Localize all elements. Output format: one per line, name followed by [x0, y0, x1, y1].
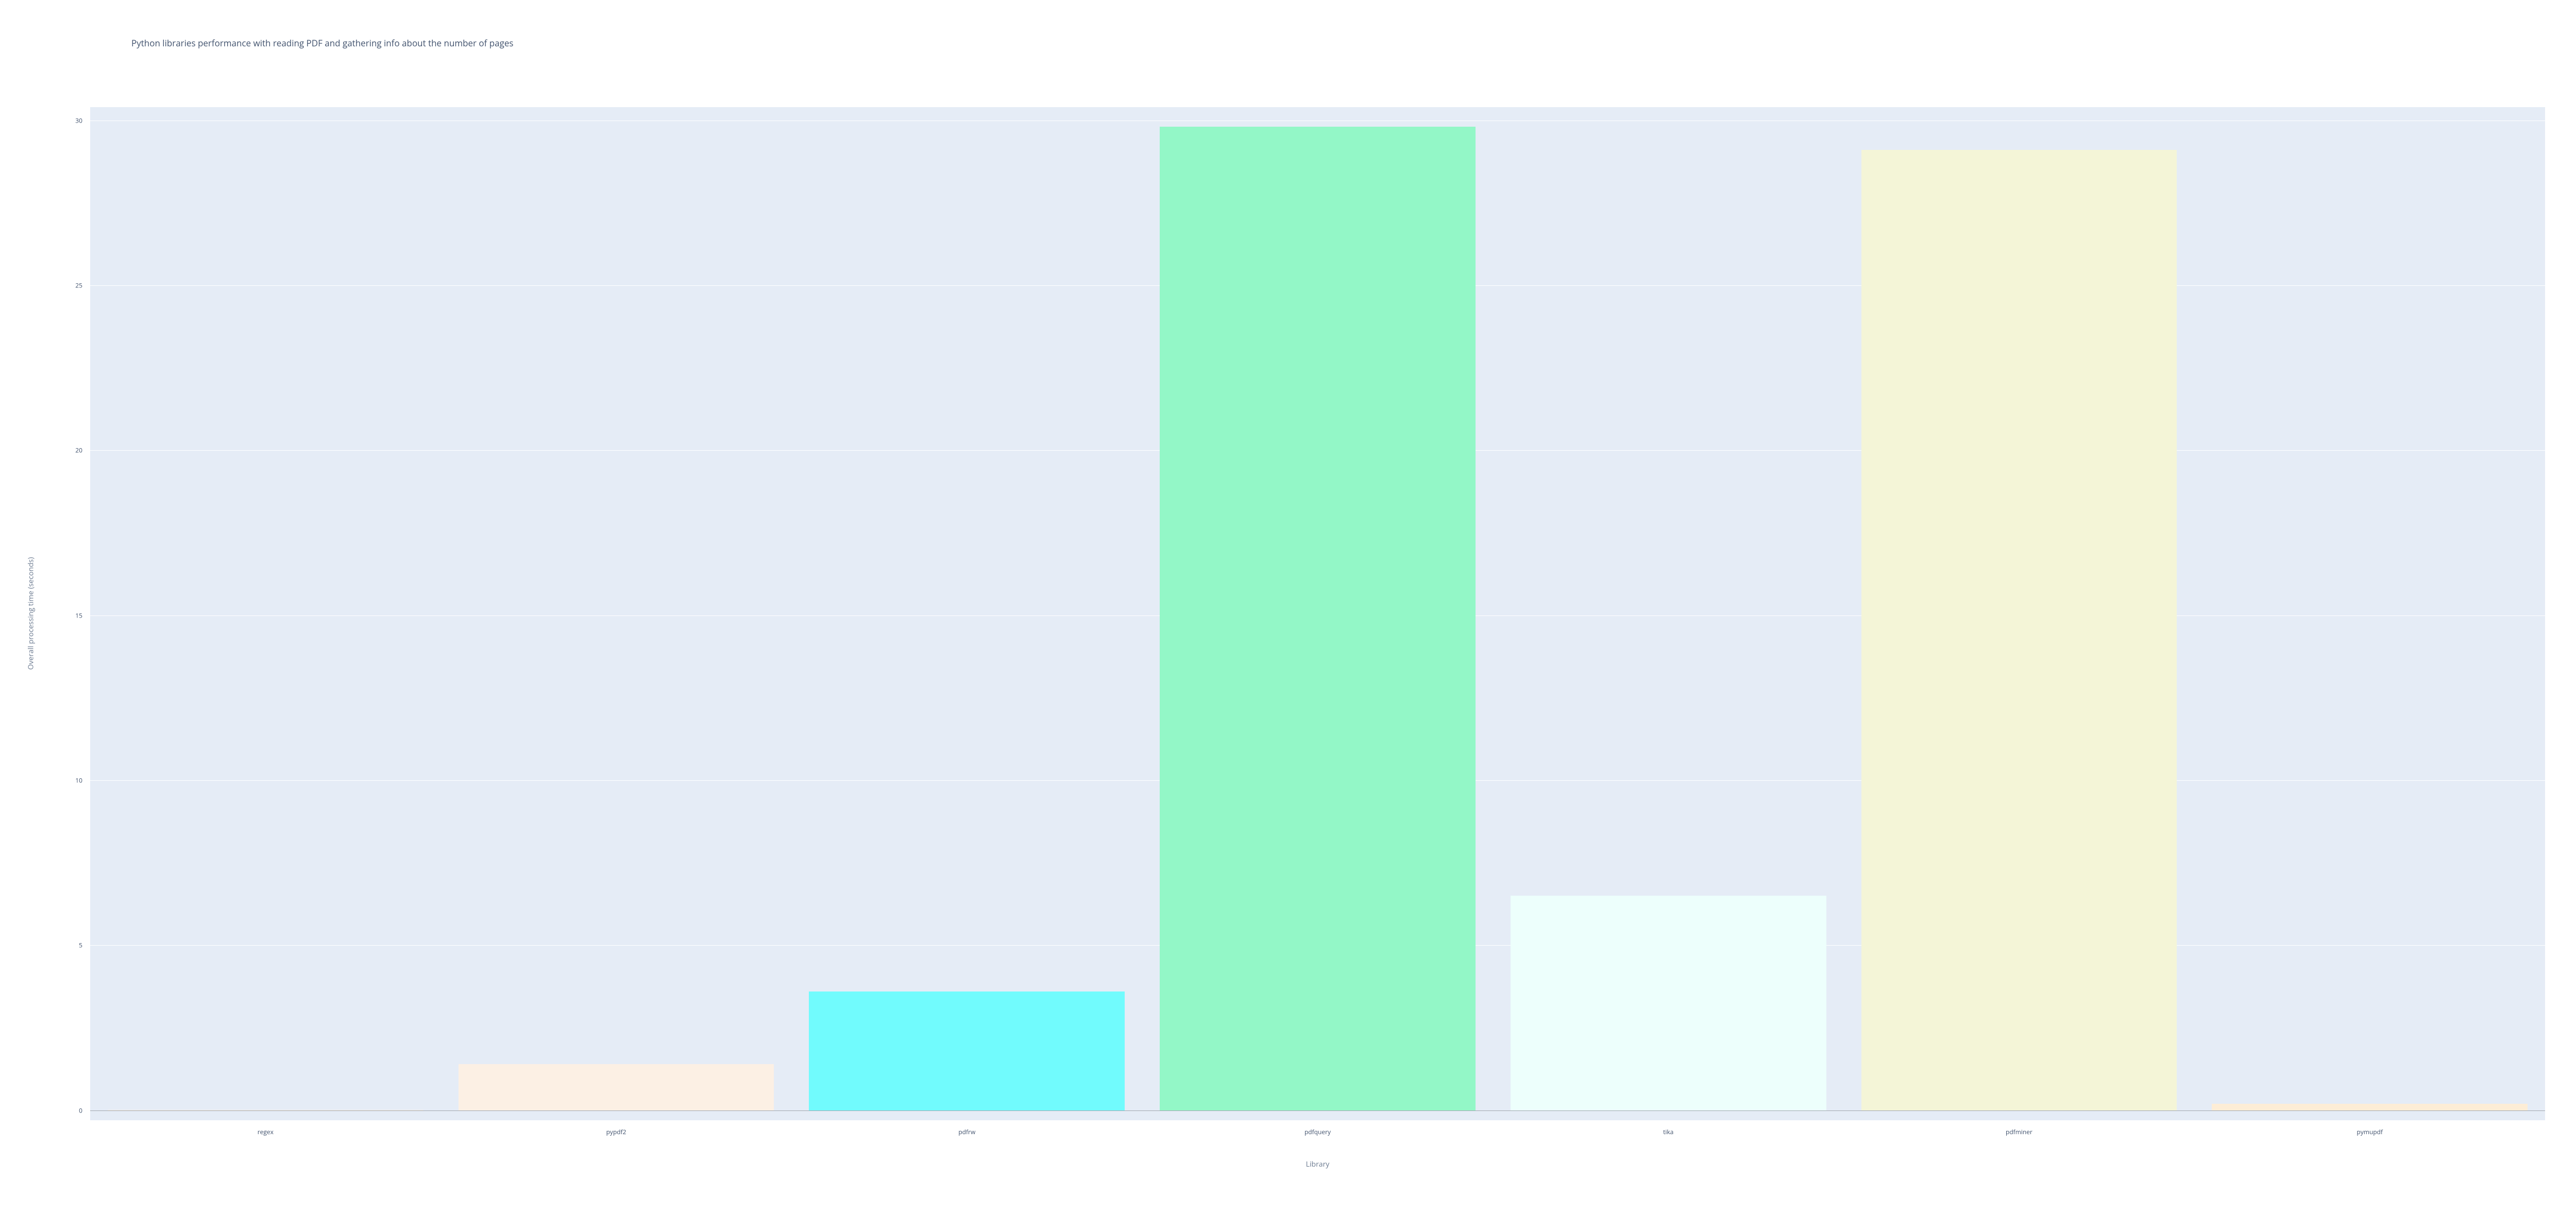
- chart-title: Python libraries performance with readin…: [131, 37, 514, 49]
- y-tick-label: 5: [79, 941, 82, 950]
- x-tick-label: pdfrw: [958, 1127, 975, 1136]
- bar[interactable]: [1861, 150, 2177, 1110]
- x-tick-label: regex: [258, 1127, 274, 1136]
- x-tick-label: pdfminer: [2006, 1127, 2032, 1136]
- y-tick-label: 25: [75, 281, 82, 289]
- y-tick-label: 20: [75, 446, 82, 455]
- x-axis-title: Library: [1306, 1159, 1330, 1169]
- bar[interactable]: [1160, 127, 1476, 1110]
- x-tick-label: tika: [1663, 1127, 1673, 1136]
- x-tick-label: pymupdf: [2357, 1127, 2383, 1136]
- y-axis-title: Overall processing time (seconds): [26, 557, 36, 670]
- bar[interactable]: [809, 991, 1125, 1110]
- plot-area[interactable]: [90, 107, 2545, 1120]
- zero-line: [90, 1110, 2545, 1111]
- bar[interactable]: [1511, 896, 1826, 1110]
- y-tick-label: 0: [79, 1106, 82, 1115]
- y-tick-label: 30: [75, 116, 82, 125]
- y-tick-label: 10: [75, 776, 82, 784]
- bar[interactable]: [2212, 1104, 2528, 1110]
- x-tick-label: pypdf2: [606, 1127, 626, 1136]
- x-tick-label: pdfquery: [1304, 1127, 1331, 1136]
- bar[interactable]: [459, 1064, 774, 1110]
- y-tick-label: 15: [75, 611, 82, 620]
- chart-container: Python libraries performance with readin…: [0, 0, 2576, 1231]
